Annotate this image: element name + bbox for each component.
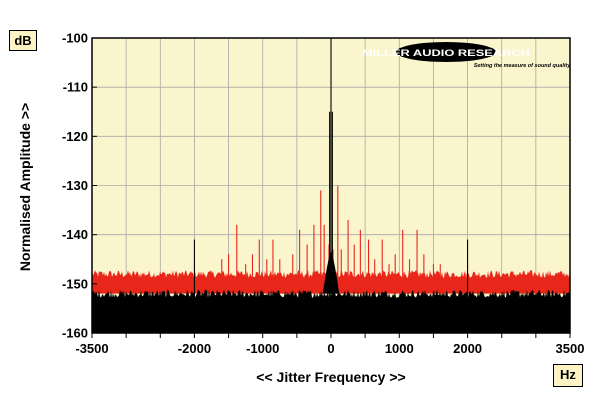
x-tick-label: 0 (327, 341, 334, 356)
y-axis-title: Normalised Amplitude >> (17, 103, 33, 271)
y-tick-labels: -100 -110 -120 -130 -140 -150 -160 (62, 31, 97, 341)
y-tick-label: -140 (62, 227, 88, 242)
y-unit-label: dB (9, 30, 37, 51)
logo-oval (396, 42, 496, 62)
x-unit-label: Hz (553, 364, 583, 387)
x-tick-label: 2000 (453, 341, 482, 356)
y-tick-label: -130 (62, 178, 88, 193)
x-tick-label: -2000 (178, 341, 211, 356)
x-tick-label: -1000 (246, 341, 279, 356)
y-tick-label: -100 (62, 31, 88, 46)
central-hump (322, 249, 340, 294)
x-tick-label: 3500 (556, 341, 585, 356)
logo-name: MILLER AUDIO RESEARCH (362, 48, 530, 59)
x-axis-title: << Jitter Frequency >> (256, 369, 405, 385)
y-tick-label: -160 (62, 326, 88, 341)
x-tick-label: -3500 (75, 341, 108, 356)
y-tick-label: -110 (63, 80, 88, 95)
y-tick-label: -120 (62, 129, 88, 144)
x-tick-label: 1000 (385, 341, 414, 356)
logo-tagline: Setting the measure of sound quality (474, 63, 572, 69)
logo: MILLER AUDIO RESEARCH Setting the measur… (362, 42, 571, 69)
black-series (92, 38, 570, 333)
x-tick-labels: -3500 -2000 -1000 0 1000 2000 3500 (75, 333, 584, 356)
y-tick-label: -150 (62, 276, 88, 291)
